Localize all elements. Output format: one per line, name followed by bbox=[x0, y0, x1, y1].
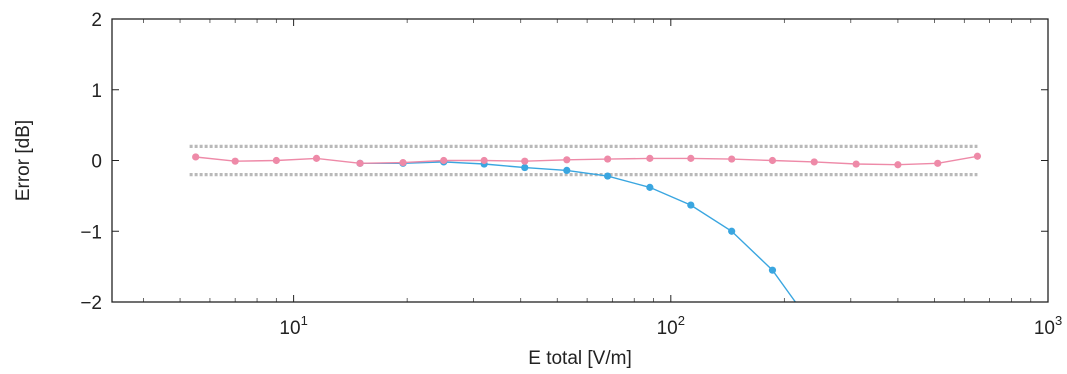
data-point bbox=[768, 156, 777, 165]
data-point bbox=[687, 201, 695, 209]
data-point bbox=[604, 172, 612, 180]
data-point bbox=[852, 160, 860, 168]
data-point bbox=[768, 266, 777, 274]
data-point bbox=[810, 158, 818, 166]
data-point bbox=[728, 155, 736, 163]
data-point bbox=[312, 154, 321, 162]
data-point bbox=[272, 156, 280, 165]
data-point bbox=[604, 155, 612, 163]
tolerance-band bbox=[189, 144, 978, 177]
x-tick-label: 101 bbox=[279, 313, 307, 339]
y-tick-label: 1 bbox=[91, 81, 102, 102]
y-tick-label: −1 bbox=[80, 222, 102, 243]
data-point bbox=[894, 161, 902, 169]
y-axis-title: Error [dB] bbox=[13, 120, 34, 201]
tick-labels: 101 102 103 2 1 0 −1 −2 bbox=[80, 10, 1062, 339]
data-point bbox=[399, 159, 407, 167]
data-point bbox=[480, 156, 488, 165]
x-axis-title: E total [V/m] bbox=[528, 348, 631, 369]
plot-frame bbox=[111, 18, 1049, 303]
data-point bbox=[231, 157, 239, 165]
data-point bbox=[356, 159, 364, 167]
data-point bbox=[973, 152, 982, 160]
y-tick-label: −2 bbox=[80, 293, 102, 314]
data-point bbox=[728, 227, 736, 235]
series-line bbox=[360, 161, 796, 303]
data-point bbox=[646, 154, 654, 162]
data-point bbox=[687, 154, 695, 162]
y-tick-label: 2 bbox=[91, 10, 102, 31]
data-series bbox=[192, 152, 982, 303]
y-tick-label: 0 bbox=[91, 152, 102, 173]
series-line bbox=[195, 155, 978, 166]
data-point bbox=[934, 159, 942, 167]
data-point bbox=[563, 156, 571, 164]
data-point bbox=[521, 157, 529, 165]
data-point bbox=[521, 163, 529, 172]
data-point bbox=[440, 156, 448, 165]
data-point bbox=[646, 183, 654, 191]
x-tick-label: 103 bbox=[1034, 313, 1062, 339]
data-point bbox=[563, 166, 571, 175]
data-point bbox=[192, 153, 200, 161]
x-tick-label: 102 bbox=[657, 313, 685, 339]
